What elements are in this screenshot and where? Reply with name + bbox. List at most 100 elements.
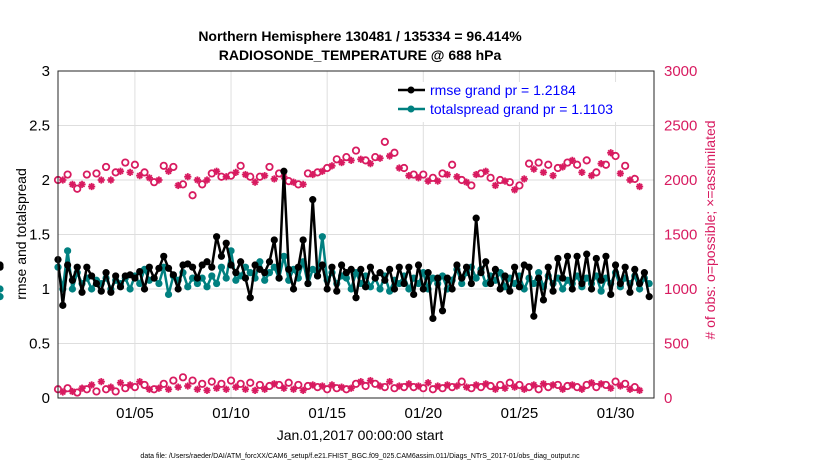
- asterisk-stroke: [434, 177, 441, 185]
- totalspread-point: [164, 290, 173, 299]
- asterisk-stroke: [309, 171, 316, 178]
- asterisk-stroke: [473, 381, 480, 389]
- totalspread-point: [64, 247, 72, 255]
- asterisk-stroke: [299, 387, 307, 394]
- asterisk-stroke: [126, 169, 134, 176]
- asterisk-stroke: [242, 386, 249, 393]
- obs-count-low-assimilated-marker: [549, 381, 557, 389]
- obs-count-low-assimilated-marker: [261, 385, 269, 393]
- rmse-point: [472, 214, 480, 222]
- rmse-point: [568, 285, 576, 293]
- asterisk-stroke: [98, 176, 105, 184]
- obs-count-possible-marker: [332, 155, 341, 164]
- obs-count-low-possible-marker: [178, 373, 188, 382]
- asterisk-stroke: [559, 386, 566, 393]
- y-right-tick-label: 1500: [664, 227, 697, 244]
- rmse-point: [347, 265, 355, 273]
- rmse-point: [112, 272, 120, 280]
- obs-count-low-assimilated-marker: [145, 385, 153, 393]
- obs-count-assimilated-marker: [164, 167, 173, 175]
- asterisk-stroke: [501, 177, 509, 185]
- rmse-point: [150, 274, 158, 282]
- obs-count-low-assimilated-marker: [424, 379, 432, 387]
- totalspread-point: [193, 279, 201, 288]
- rmse-point: [241, 274, 250, 282]
- asterisk-stroke: [69, 181, 76, 188]
- obs-count-possible-marker: [428, 173, 438, 182]
- obs-count-low-possible-marker: [188, 376, 197, 385]
- obs-count-assimilated-marker: [434, 177, 442, 185]
- asterisk-stroke: [232, 169, 239, 176]
- asterisk-stroke: [194, 176, 201, 184]
- rmse-point: [578, 279, 586, 288]
- obs-count-assimilated-marker: [59, 176, 67, 184]
- obs-count-possible-marker: [505, 178, 514, 187]
- rmse-point: [265, 258, 274, 266]
- asterisk-stroke: [367, 160, 374, 167]
- obs-count-possible-marker: [524, 159, 534, 168]
- rmse-point: [506, 287, 514, 295]
- rmse-point: [68, 276, 77, 284]
- rmse-point: [381, 276, 389, 284]
- obs-count-assimilated-marker: [635, 182, 644, 191]
- rmse-point: [155, 264, 163, 272]
- rmse-point: [145, 263, 153, 271]
- obs-count-low-assimilated-marker: [578, 385, 586, 393]
- obs-count-assimilated-marker: [462, 178, 471, 186]
- asterisk-stroke: [482, 168, 489, 175]
- rmse-point: [289, 285, 298, 293]
- asterisk-stroke: [155, 176, 163, 184]
- rmse-point: [496, 285, 504, 293]
- rmse-line: [56, 170, 651, 320]
- obs-count-low-possible-marker: [428, 385, 438, 394]
- asterisk-stroke: [251, 387, 259, 394]
- obs-count-possible-marker: [515, 181, 524, 190]
- obs-count-low-assimilated-marker: [462, 383, 471, 391]
- asterisk-stroke: [511, 186, 518, 193]
- totalspread-point: [232, 276, 240, 284]
- obs-count-possible-marker: [582, 156, 591, 165]
- rmse-point: [371, 274, 379, 282]
- obs-count-low-assimilated-marker: [616, 382, 624, 390]
- obs-count-low-assimilated-marker: [386, 378, 394, 386]
- obs-count-assimilated-marker: [501, 177, 509, 185]
- obs-count-low-possible-marker: [63, 384, 72, 393]
- rmse-point: [222, 239, 230, 247]
- rmse-point: [515, 283, 524, 291]
- asterisk-stroke: [626, 176, 634, 184]
- obs-count-assimilated-marker: [97, 176, 105, 184]
- asterisk-stroke: [194, 386, 201, 393]
- asterisk-stroke: [396, 164, 403, 172]
- obs-count-assimilated-marker: [386, 152, 394, 160]
- obs-count-low-possible-marker: [332, 384, 341, 393]
- rmse-point: [131, 274, 139, 282]
- obs-count-low-assimilated-marker: [270, 380, 278, 388]
- asterisk-stroke: [597, 380, 605, 387]
- asterisk-stroke: [376, 382, 384, 390]
- obs-count-low-assimilated-marker: [530, 381, 538, 389]
- y-tick-label: 2.5: [29, 118, 50, 135]
- obs-count-assimilated-marker: [88, 182, 96, 191]
- totalspread-point: [261, 276, 269, 284]
- asterisk-stroke: [434, 382, 441, 390]
- y-axis-label: rmse and totalspread: [13, 168, 29, 300]
- rmse-point: [525, 263, 533, 271]
- obs-count-low-possible-marker: [92, 387, 101, 396]
- obs-count-low-assimilated-marker: [88, 381, 96, 389]
- obs-count-assimilated-marker: [328, 162, 336, 170]
- obs-count-assimilated-marker: [453, 173, 461, 181]
- totalspread-point: [597, 287, 605, 295]
- rmse-point: [227, 261, 235, 269]
- rmse-point: [136, 267, 144, 276]
- rmse-point: [554, 254, 562, 263]
- asterisk-stroke: [319, 382, 326, 390]
- obs-count-possible-marker: [255, 172, 264, 181]
- obs-count-low-possible-marker: [207, 377, 216, 386]
- asterisk-stroke: [290, 179, 297, 186]
- obs-count-possible-marker: [361, 156, 370, 165]
- asterisk-stroke: [473, 171, 480, 178]
- asterisk-stroke: [165, 168, 172, 175]
- obs-count-assimilated-marker: [616, 169, 624, 178]
- obs-count-low-assimilated-marker: [395, 382, 403, 390]
- rmse-point: [304, 279, 312, 288]
